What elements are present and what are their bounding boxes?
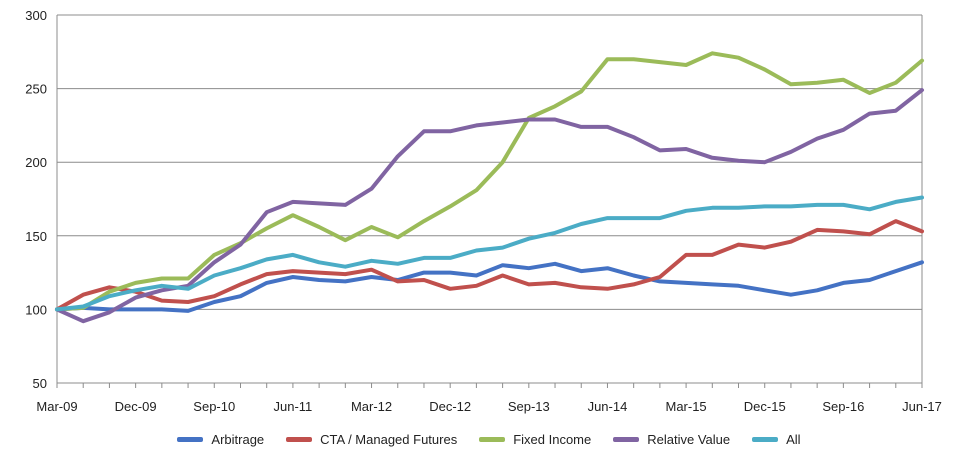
- legend-item: All: [752, 432, 801, 447]
- line-chart: 50 100 150 200 250 300 Mar-09 Dec-09 Sep-10 Jun-1…: [25, 8, 942, 414]
- x-tick-label: Mar-12: [351, 399, 392, 414]
- legend-label: CTA / Managed Futures: [320, 432, 458, 447]
- y-tick-label: 250: [25, 82, 47, 97]
- legend-label: All: [786, 432, 801, 447]
- legend-swatch: [479, 437, 506, 442]
- legend-swatch: [613, 437, 640, 442]
- x-tick-label: Sep-13: [508, 399, 550, 414]
- x-tick-label: Mar-15: [665, 399, 706, 414]
- x-tick-label: Mar-09: [36, 399, 77, 414]
- series-line-all: [55, 195, 924, 312]
- legend-label: Fixed Income: [513, 432, 592, 447]
- legend-label: Arbitrage: [211, 432, 265, 447]
- series-line-relative-value: [55, 88, 924, 324]
- x-tick-label: Jun-11: [274, 399, 313, 414]
- series-line-fixed-income: [55, 51, 924, 312]
- legend-item: Fixed Income: [479, 432, 591, 447]
- legend: Arbitrage CTA / Managed Futures Fixed Inco…: [0, 432, 978, 447]
- legend-item: CTA / Managed Futures: [286, 432, 457, 447]
- legend-swatch: [286, 437, 313, 442]
- series-line-cta-managed-futures: [55, 219, 924, 312]
- x-tick-label: Dec-12: [429, 399, 471, 414]
- legend-swatch: [177, 437, 204, 442]
- legend-item: Arbitrage: [177, 432, 264, 447]
- x-tick-label: Jun-17: [902, 399, 942, 414]
- legend-item: Relative Value: [613, 432, 730, 447]
- y-tick-label: 150: [25, 229, 47, 244]
- y-tick-label: 200: [25, 155, 47, 170]
- x-tick-label: Dec-09: [115, 399, 157, 414]
- x-tick-label: Sep-16: [822, 399, 864, 414]
- legend-label: Relative Value: [647, 432, 731, 447]
- series-line-arbitrage: [55, 260, 924, 313]
- legend-swatch: [752, 437, 779, 442]
- y-tick-label: 50: [33, 376, 47, 391]
- x-tick-label: Dec-15: [744, 399, 786, 414]
- x-tick-label: Jun-14: [588, 399, 628, 414]
- y-tick-label: 100: [25, 302, 47, 317]
- y-tick-label: 300: [25, 8, 47, 23]
- x-tick-label: Sep-10: [193, 399, 235, 414]
